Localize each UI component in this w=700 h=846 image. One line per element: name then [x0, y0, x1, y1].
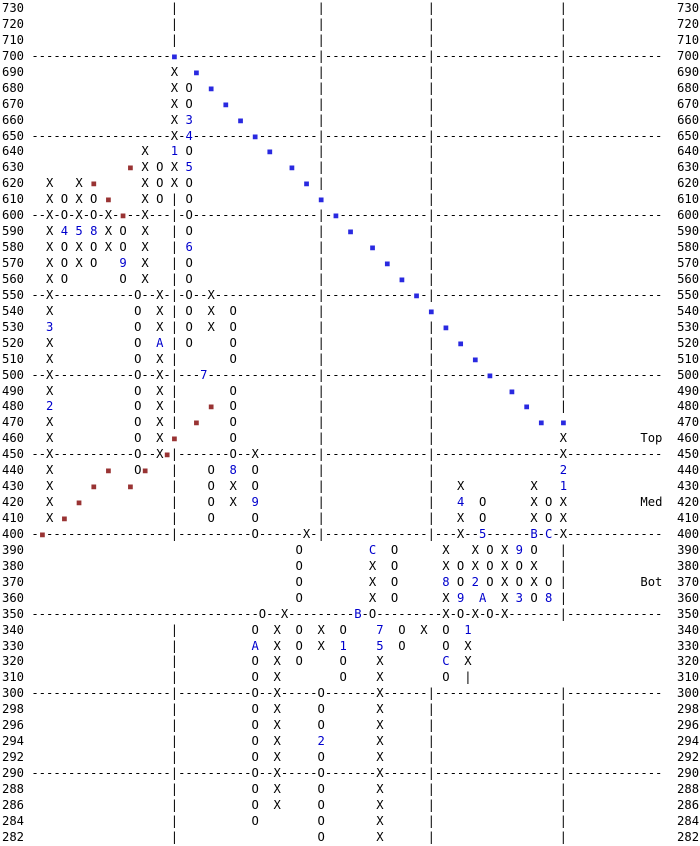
chart-row: 690 X ▪ | | | 690 [2, 64, 700, 79]
chart-row: 540 X O X | O X O | ▪ | 540 [2, 303, 700, 318]
chart-row: 570 X O X O 9 X | O | ▪ | | 570 [2, 256, 700, 270]
chart-row: 510 X O X | O | | ▪ | 510 [2, 351, 700, 366]
chart-row: 300 -------------------|----------O--X--… [2, 686, 700, 701]
chart-row: 580 X O X O X O X | 6 | ▪ | | 580 [2, 240, 700, 255]
chart-row: 610 X O X O ▪ X O | O ▪ | | 610 [2, 192, 700, 207]
chart-row: 340 | O X O X O 7 O X O 1 340 [2, 622, 700, 637]
chart-row: 470 X O X | ▪ O | | ▪ ▪ 470 [2, 415, 700, 430]
chart-row: 320 | O X O O X C X 320 [2, 654, 700, 669]
chart-row: 630 ▪ X O X 5 ▪ | | | 630 [2, 160, 700, 175]
chart-row: 288 | O X O X | | 288 [2, 781, 700, 796]
chart-row: 360 O X O X 9 A X 3 O 8 | 360 [2, 590, 700, 605]
chart-row: 450 --X-----------O--X▪|-------O--X-----… [2, 447, 700, 462]
chart-row: 292 | O X O X | | 292 [2, 750, 700, 765]
chart-row: 460 X O X ▪ O | | X Top 460 [2, 431, 700, 446]
chart-row: 310 | O X O X O | 310 [2, 670, 700, 685]
chart-row: 330 | A X O X 1 5 O O X 330 [2, 638, 700, 653]
chart-row: 710 | | | | 710 [2, 32, 700, 47]
chart-row: 500 --X-----------O--X-|---7------------… [2, 367, 700, 382]
chart-row: 720 | | | | 720 [2, 16, 700, 31]
chart-row: 620 X X ▪ X O X O ▪ | | | 620 [2, 176, 700, 191]
chart-row: 420 X ▪ | O X 9 | | 4 O X O X Med 420 [2, 495, 700, 510]
chart-row: 560 X O O X | O | ▪ | | 560 [2, 271, 700, 286]
chart-row: 286 | O X O X | | 286 [2, 797, 700, 812]
chart-row: 680 X O ▪ | | | 680 [2, 80, 700, 95]
chart-row: 590 X 4 5 8 X O X | O | ▪ | | 590 [2, 224, 700, 239]
chart-row: 480 2 O X | ▪ O | | ▪ | 480 [2, 399, 700, 414]
chart-row: 380 O X O X O X O X O X | 380 [2, 558, 700, 573]
chart-row: 298 | O X O X | | 298 [2, 702, 700, 717]
chart-row: 400 -▪-----------------|----------O-----… [2, 526, 700, 541]
chart-row: 670 X O ▪ | | | 670 [2, 96, 700, 111]
chart-row: 296 | O X O X | | 296 [2, 718, 700, 733]
chart-row: 730 | | | | 730 [2, 1, 700, 15]
chart-row: 520 X O A | O O | | ▪ | 520 [2, 335, 700, 350]
chart-row: 370 O X O 8 O 2 O X O X O | Bot 370 [2, 574, 700, 589]
chart-row: 640 X 1 O ▪ | | | 640 [2, 144, 700, 159]
chart-row: 700 -------------------▪----------------… [2, 48, 700, 63]
chart-row: 490 X O X | O | | ▪ | 490 [2, 383, 700, 398]
chart-row: 530 3 O X | O X O | | ▪ | 530 [2, 319, 700, 334]
chart-row: 282 | O X | | 282 [2, 829, 700, 844]
chart-row: 350 -------------------------------O--X-… [2, 606, 700, 621]
chart-row: 410 X ▪ | O O | | X O X O X 410 [2, 511, 700, 525]
chart-row: 600 --X-O-X-O-X-▪--X---|-O--------------… [2, 208, 700, 223]
chart-row: 390 O C O X X O X 9 O | 390 [2, 542, 700, 557]
chart-row: 294 | O X 2 X | | 294 [2, 734, 700, 749]
chart-row: 660 X 3 ▪ | | | 660 [2, 112, 700, 127]
chart-row: 290 -------------------|----------O--X--… [2, 766, 700, 780]
chart-row: 284 | O O X | | 284 [2, 813, 700, 828]
chart-row: 650 -------------------X-4--------▪-----… [2, 128, 700, 143]
chart-row: 430 X ▪ ▪ | O X O | | X X 1 430 [2, 479, 700, 494]
chart-row: 440 X ▪ O▪ | O 8 O | | 2 440 [2, 463, 700, 478]
chart-row: 550 --X-----------O--X-|-O--X-----------… [2, 287, 700, 302]
